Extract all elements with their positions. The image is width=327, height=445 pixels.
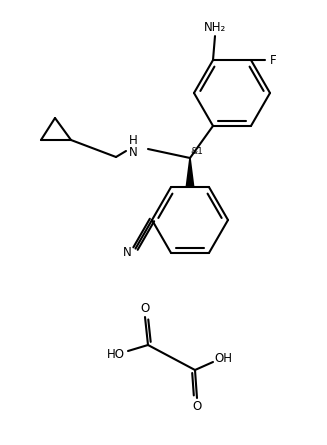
- Text: O: O: [140, 302, 150, 315]
- Text: &1: &1: [191, 146, 203, 155]
- Text: OH: OH: [214, 352, 232, 364]
- Text: H
N: H N: [129, 134, 138, 159]
- Text: HO: HO: [107, 348, 125, 361]
- Text: NH₂: NH₂: [204, 20, 226, 33]
- Text: O: O: [192, 400, 202, 413]
- Text: F: F: [270, 53, 276, 67]
- Text: N: N: [123, 246, 132, 259]
- Polygon shape: [185, 158, 195, 187]
